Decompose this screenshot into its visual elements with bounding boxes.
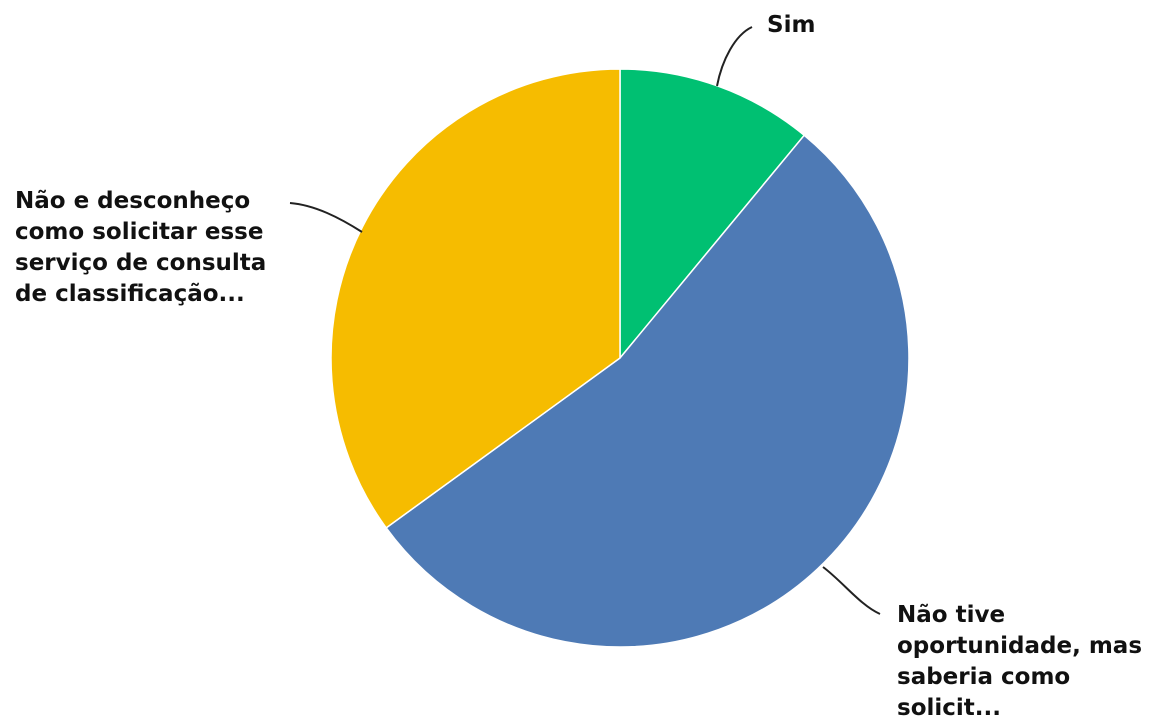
slice-label-nao-desconheco: Não e desconheço como solicitar esse ser… <box>15 186 295 310</box>
leader-line-nao-desconheco <box>290 203 362 232</box>
pie-slices <box>331 69 909 647</box>
slice-label-nao-tive-oportunidade: Não tive oportunidade, mas saberia como … <box>897 600 1151 724</box>
leader-line-nao-tive <box>823 567 880 614</box>
slice-label-sim: Sim <box>767 10 815 41</box>
leader-line-sim <box>717 27 752 86</box>
